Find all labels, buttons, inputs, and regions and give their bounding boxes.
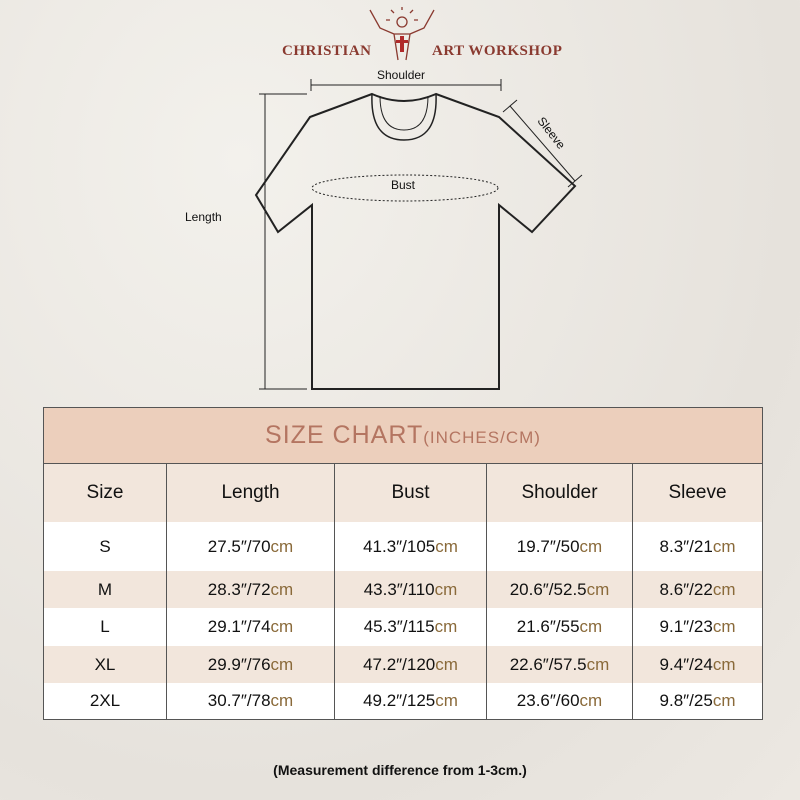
header-size: Size: [43, 463, 167, 522]
unit: cm: [435, 654, 458, 674]
value: 8.6″/22: [659, 579, 713, 599]
measurement-note: (Measurement difference from 1-3cm.): [273, 762, 527, 778]
unit: cm: [712, 690, 736, 710]
length-label: Length: [185, 210, 222, 224]
unit: cm: [579, 536, 603, 556]
cell-shoulder: 19.7″/50cm: [486, 522, 633, 571]
unit: cm: [270, 536, 294, 556]
title-text: SIZE CHART: [265, 421, 424, 449]
value: 28.3″/72: [207, 579, 271, 599]
value: 29.9″/76: [207, 654, 271, 674]
cell-shoulder: 23.6″/60cm: [486, 683, 633, 719]
value: 41.3″/105: [363, 536, 436, 556]
header-row: Size Length Bust Shoulder Sleeve: [43, 463, 763, 522]
length-measure-line: [259, 93, 307, 390]
unit: cm: [712, 579, 736, 599]
table-row: M 28.3″/72cm 43.3″/110cm 20.6″/52.5cm 8.6″/2…: [43, 571, 763, 608]
unit: cm: [712, 536, 736, 556]
cell-bust: 49.2″/125cm: [334, 683, 487, 719]
value: 22.6″/57.5: [509, 654, 587, 674]
cell-length: 29.1″/74cm: [166, 608, 335, 646]
unit: cm: [270, 654, 294, 674]
bust-measure-line: [311, 174, 499, 202]
value: 19.7″/50: [516, 536, 580, 556]
jesus-logo-icon: [369, 7, 435, 61]
value: 9.8″/25: [659, 690, 713, 710]
cell-sleeve: 8.3″/21cm: [632, 522, 763, 571]
value: 29.1″/74: [207, 617, 271, 636]
unit: cm: [712, 617, 736, 636]
header-bust: Bust: [334, 463, 487, 522]
tshirt-diagram: [254, 79, 583, 390]
cell-size: XL: [43, 646, 167, 683]
value: 27.5″/70: [207, 536, 271, 556]
shoulder-label: Shoulder: [377, 68, 426, 82]
table-row: 2XL 30.7″/78cm 49.2″/125cm 23.6″/60cm 9.8″/2…: [43, 683, 763, 719]
cell-length: 30.7″/78cm: [166, 683, 335, 719]
cell-shoulder: 22.6″/57.5cm: [486, 646, 633, 683]
title-unit: (INCHES/CM): [423, 428, 541, 447]
cell-bust: 43.3″/110cm: [334, 571, 487, 608]
header-length: Length: [166, 463, 335, 522]
cell-shoulder: 20.6″/52.5cm: [486, 571, 633, 608]
unit: cm: [586, 579, 610, 599]
cell-bust: 45.3″/115cm: [334, 608, 487, 646]
brand-logo: CHRISTIAN ART WORKSHOP: [0, 7, 800, 70]
cell-sleeve: 8.6″/22cm: [632, 571, 763, 608]
cell-sleeve: 9.4″/24cm: [632, 646, 763, 683]
table-row: S 27.5″/70cm 41.3″/105cm 19.7″/50cm 8.3″/21c…: [43, 522, 763, 571]
value: 9.1″/23: [659, 617, 713, 636]
sleeve-measure-line: [502, 99, 583, 188]
cell-length: 29.9″/76cm: [166, 646, 335, 683]
brand-left: CHRISTIAN: [282, 43, 372, 59]
cell-size: 2XL: [43, 683, 167, 719]
header-shoulder: Shoulder: [486, 463, 633, 522]
value: 49.2″/125: [363, 690, 436, 710]
brand-right: ART WORKSHOP: [432, 43, 563, 59]
shoulder-measure-line: [310, 79, 502, 91]
table-row: XL 29.9″/76cm 47.2″/120cm 22.6″/57.5cm 9.4″/…: [43, 646, 763, 683]
unit: cm: [579, 690, 603, 710]
unit: cm: [712, 654, 736, 674]
unit: cm: [270, 690, 294, 710]
unit: cm: [434, 617, 458, 636]
value: 9.4″/24: [659, 654, 713, 674]
size-chart-title: SIZE CHART(INCHES/CM): [43, 407, 763, 464]
unit: cm: [586, 654, 610, 674]
cell-size: S: [43, 522, 167, 571]
unit: cm: [270, 579, 294, 599]
value: 47.2″/120: [363, 654, 436, 674]
bust-label: Bust: [391, 178, 416, 192]
value: 43.3″/110: [363, 579, 435, 599]
unit: cm: [270, 617, 294, 636]
value: 20.6″/52.5: [509, 579, 587, 599]
cell-bust: 41.3″/105cm: [334, 522, 487, 571]
value: 8.3″/21: [659, 536, 713, 556]
unit: cm: [435, 536, 458, 556]
cell-sleeve: 9.8″/25cm: [632, 683, 763, 719]
cell-shoulder: 21.6″/55cm: [486, 608, 633, 646]
value: 21.6″/55: [516, 617, 580, 636]
cell-sleeve: 9.1″/23cm: [632, 608, 763, 646]
value: 30.7″/78: [207, 690, 271, 710]
cell-length: 28.3″/72cm: [166, 571, 335, 608]
unit: cm: [579, 617, 603, 636]
table-row: L 29.1″/74cm 45.3″/115cm 21.6″/55cm 9.1″/23c…: [43, 608, 763, 646]
value: 45.3″/115: [363, 617, 435, 636]
cell-size: M: [43, 571, 167, 608]
cell-length: 27.5″/70cm: [166, 522, 335, 571]
cell-size: L: [43, 608, 167, 646]
unit: cm: [434, 579, 458, 599]
cell-bust: 47.2″/120cm: [334, 646, 487, 683]
unit: cm: [435, 690, 458, 710]
value: 23.6″/60: [516, 690, 580, 710]
size-chart-table: SIZE CHART(INCHES/CM) Size Length Bust S…: [43, 407, 763, 720]
header-sleeve: Sleeve: [632, 463, 763, 522]
